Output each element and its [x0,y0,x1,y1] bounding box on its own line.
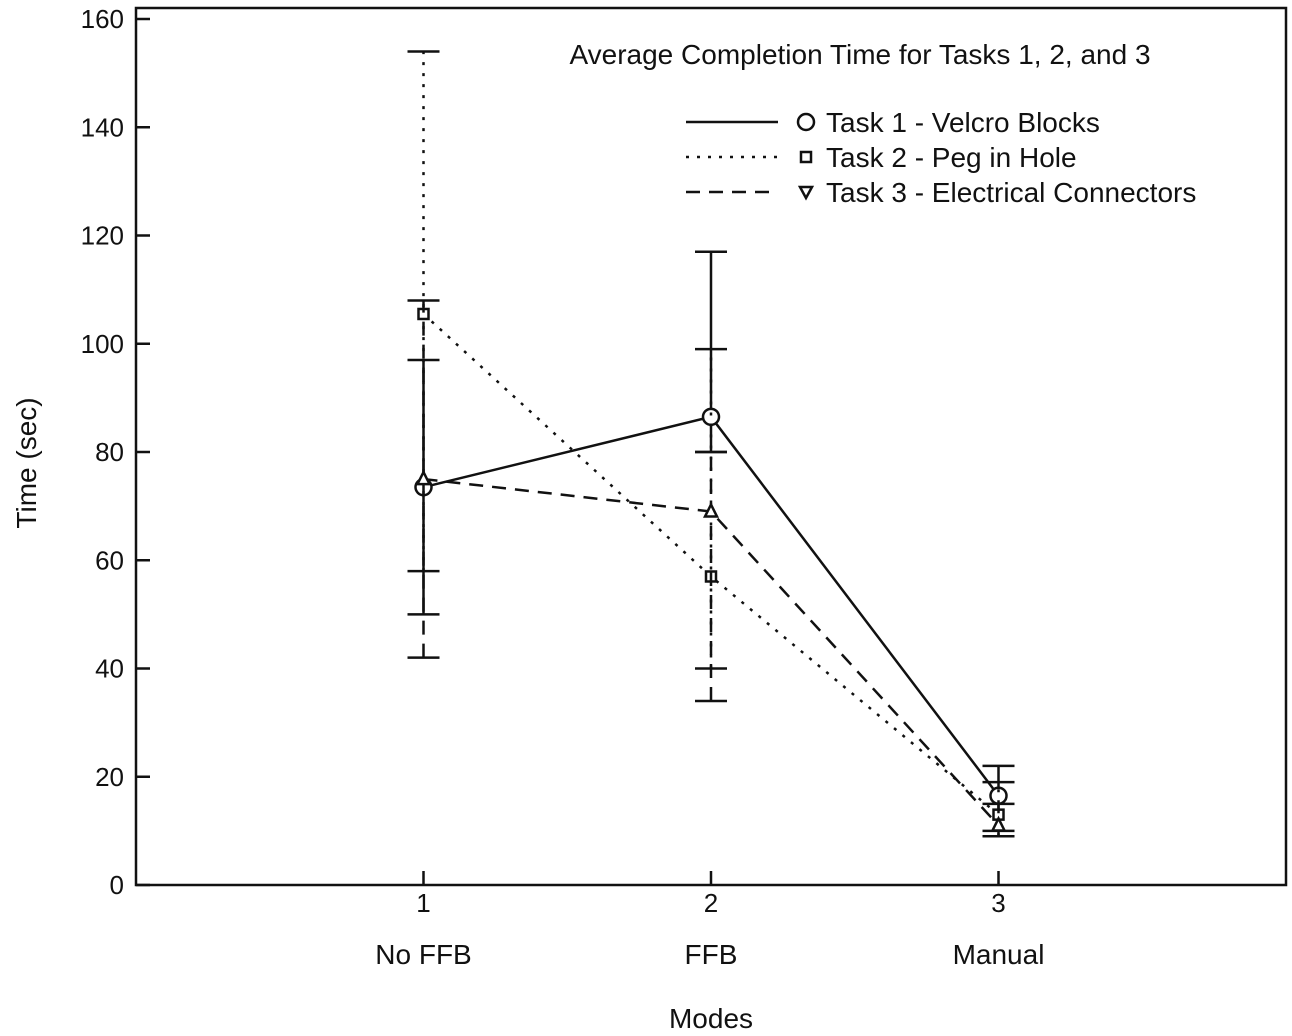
x-tick-label: 3 [991,888,1005,918]
y-axis-title: Time (sec) [11,397,42,528]
x-axis-title: Modes [669,1003,753,1034]
y-tick-label: 60 [95,545,124,575]
legend: Task 1 - Velcro Blocks Task 2 - Peg in Ho… [686,107,1196,208]
series-3 [407,299,1015,838]
series-line [422,313,1000,816]
legend-marker [797,185,815,201]
category-label: Manual [953,939,1045,970]
y-tick-label: 80 [95,437,124,467]
series-2 [407,50,1015,838]
y-tick-label: 100 [81,329,124,359]
data-point [701,407,721,427]
legend-label: Task 1 - Velcro Blocks [826,107,1100,138]
y-tick-label: 0 [110,870,124,900]
legend-marker [799,150,813,164]
series-layer [407,50,1015,838]
y-tick-label: 140 [81,112,124,142]
x-axis: 1 No FFB 2 FFB 3 Manual [375,871,1044,970]
x-tick-label: 1 [416,888,430,918]
y-tick-label: 40 [95,654,124,684]
legend-label: Task 3 - Electrical Connectors [826,177,1196,208]
data-point [702,501,720,518]
data-point [415,469,432,486]
x-tick-label: 2 [704,888,718,918]
category-label: No FFB [375,939,471,970]
data-point [990,815,1007,832]
y-tick-label: 160 [81,4,124,34]
y-axis: 0 20 40 60 80 100 120 140 160 [81,4,150,900]
legend-label: Task 2 - Peg in Hole [826,142,1077,173]
legend-marker [796,112,816,132]
y-tick-label: 20 [95,762,124,792]
y-tick-label: 120 [81,221,124,251]
category-label: FFB [685,939,738,970]
chart-title: Average Completion Time for Tasks 1, 2, … [569,39,1150,70]
